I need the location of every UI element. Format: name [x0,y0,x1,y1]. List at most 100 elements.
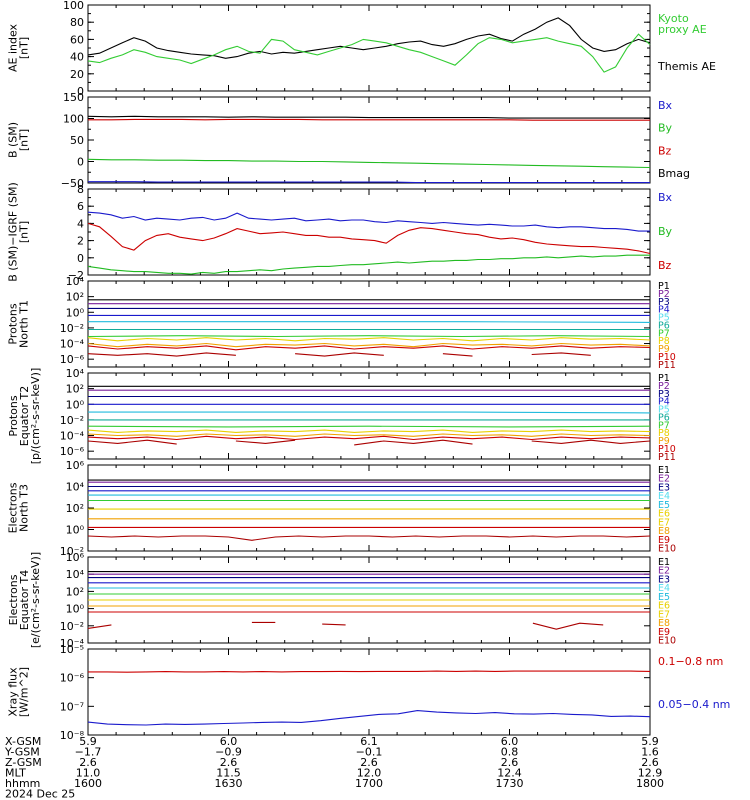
series-line-p9 [87,433,651,437]
x-axis-value: 1800 [636,777,664,790]
x-axis-value: 11.5 [216,767,241,780]
series-line-e10 [87,624,112,629]
legend-label: P5 [658,313,670,324]
x-axis-value: 5.9 [641,735,659,748]
plot-frame [87,4,651,92]
legend-label: P7 [658,328,670,339]
x-axis-row-label: hhmm [5,777,40,790]
y-tick-label: 10⁻⁴ [60,430,85,443]
legend-label: By [658,122,673,135]
series-line-e10 [322,623,346,626]
plot-frame [87,648,651,736]
y-axis-title: Electrons [7,482,20,533]
y-tick-label: 20 [70,68,84,81]
legend-label: P7 [658,420,670,431]
legend-label: E1 [658,465,670,476]
legend-label: E2 [658,566,670,577]
y-tick-label: 10⁴ [66,367,85,380]
legend-label: E1 [658,557,670,568]
series-line-p7 [87,425,651,428]
y-tick-label: 10⁴ [66,481,85,494]
legend-label: P2 [658,289,670,300]
x-axis-value: 1.6 [641,746,659,759]
y-tick-label: 10⁻⁷ [60,700,84,713]
y-tick-label: 10⁴ [66,275,85,288]
legend-label: E3 [658,482,670,493]
series-line-p11 [87,352,236,357]
series-line-p5 [88,411,651,414]
series-line-by [87,254,650,275]
series-line-p11 [531,352,591,356]
panel-2: −50 0 50 100 150 B (SM)[nT] Bx By Bz Bmag [7,91,691,190]
y-tick-label: 10⁰ [66,524,85,537]
legend-label: Bmag [658,167,690,180]
y-tick-label: 80 [70,16,84,29]
y-tick-label: 10⁻² [60,414,84,427]
y-tick-label: −50 [61,177,84,190]
legend-label: E7 [658,609,670,620]
panel-3: −2 0 2 4 6 8 B (SM)−IGRF (SM)[nT] Bx By Bz [7,182,673,282]
panel-8: 10⁻⁸ 10⁻⁷ 10⁻⁶ 10⁻⁵ Xray flux[W/m^2] 0.1−0.8 … [7,643,731,742]
x-axis-value: 0.8 [501,746,519,759]
legend-label: E9 [658,627,670,638]
x-axis-value: 2.6 [360,756,378,769]
x-axis-value: 12.9 [638,767,663,780]
legend-label: P9 [658,344,670,355]
y-axis-title: Equator T4 [18,570,31,630]
legend-label: Themis AE [657,60,716,73]
legend-label: 0.05−0.4 nm [658,698,730,711]
legend-label: P8 [658,336,670,347]
legend-label: E3 [658,574,670,585]
x-axis-value: 2.6 [641,756,659,769]
series-line-p11 [87,439,177,445]
y-axis-title: B (SM) [7,122,20,158]
x-axis-value: 12.4 [497,767,522,780]
legend-label: E10 [658,636,676,647]
legend-label: E6 [658,601,670,612]
y-tick-label: 10⁰ [66,306,85,319]
y-tick-label: 10⁶ [66,551,85,564]
y-tick-label: 10⁰ [66,398,85,411]
x-axis-value: 6.0 [501,735,519,748]
y-axis-title: North T1 [18,300,31,348]
x-axis-value: 2.6 [79,756,97,769]
y-tick-label: 8 [77,183,84,196]
series-line-p11 [442,353,473,357]
y-tick-label: 100 [63,113,84,126]
legend-label: Bz [658,144,672,157]
legend-label: P8 [658,428,670,439]
y-tick-label: 10² [66,502,84,515]
y-tick-label: 10⁻⁶ [60,445,85,458]
x-axis-value: 1730 [496,777,524,790]
y-tick-label: 6 [77,200,84,213]
series-line-p10 [87,435,651,441]
series-line-bmag [87,115,650,119]
y-tick-label: 10⁻² [60,322,84,335]
series-line-bz [88,118,650,121]
legend-label: P6 [658,412,670,423]
series-line-p7 [87,335,651,338]
y-tick-label: 10⁻⁴ [60,637,85,650]
series-line-bz [87,222,651,255]
x-axis-value: 1600 [74,777,102,790]
y-tick-label: 10⁻⁶ [60,353,85,366]
y-tick-label: 0 [77,156,84,169]
legend-label: P9 [658,436,670,447]
y-axis-title: [p/(cm²-s-sr-keV)] [29,368,42,465]
legend-label: Bx [658,99,673,112]
legend-label: E5 [658,592,670,603]
legend-label: E8 [658,526,670,537]
legend-label: P4 [658,305,670,316]
y-tick-label: 2 [77,235,84,248]
legend-label: Kyoto [658,12,689,25]
y-axis-title: [nT] [18,37,31,59]
y-axis-title: North T3 [18,484,31,532]
legend-label: E7 [658,517,670,528]
y-tick-label: 40 [70,51,84,64]
x-axis-value: 6.0 [220,735,238,748]
legend-label: E2 [658,474,670,485]
y-tick-label: 10⁻⁴ [60,338,85,351]
x-axis-row-label: Z-GSM [5,756,42,769]
